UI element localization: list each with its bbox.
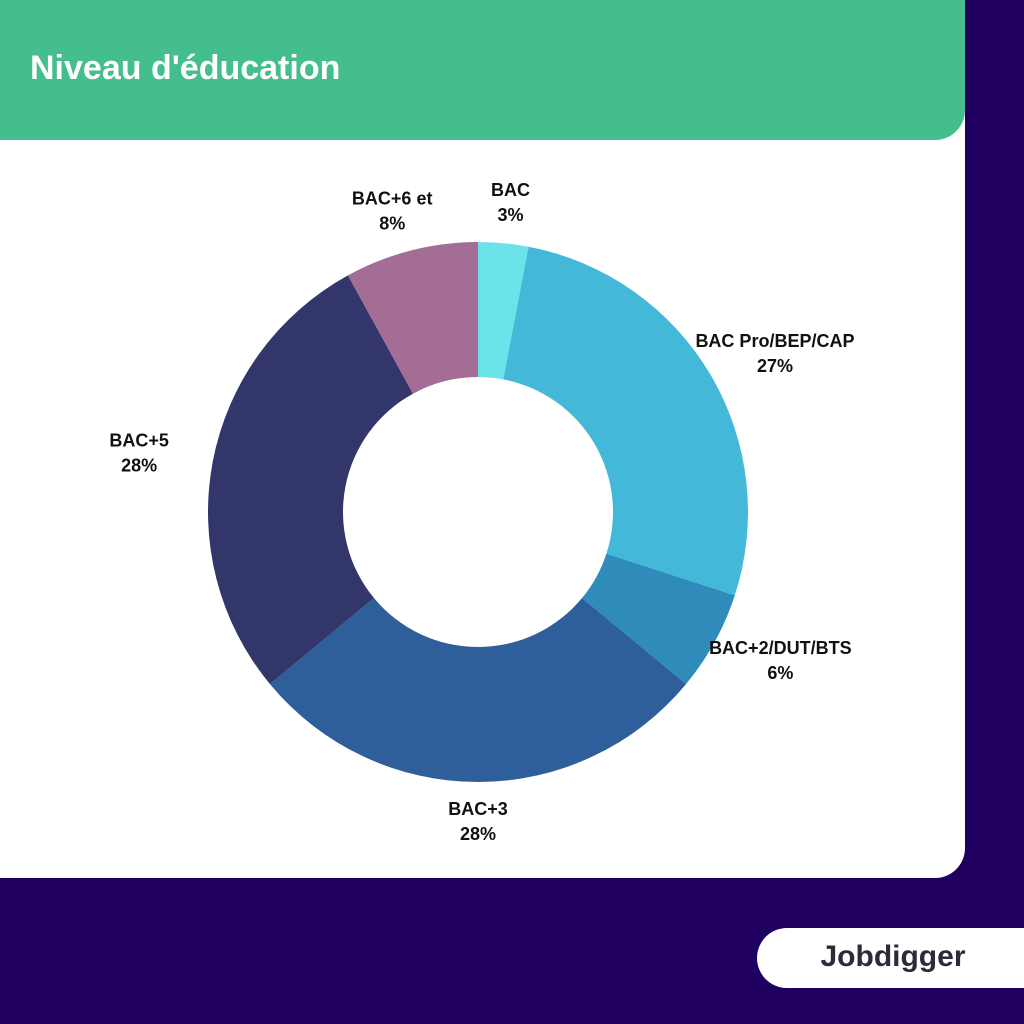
slice-label: BAC Pro/BEP/CAP <box>695 331 854 351</box>
value-label: 28% <box>121 456 157 476</box>
header <box>0 0 965 140</box>
slice <box>582 553 735 685</box>
card <box>0 0 965 878</box>
slice <box>269 598 687 782</box>
logo: Jobdigger <box>820 940 965 973</box>
logo-badge <box>757 928 1024 988</box>
value-label: 28% <box>460 824 496 844</box>
value-label: 27% <box>757 356 793 376</box>
slice-label: BAC+5 <box>109 431 169 451</box>
chart-title: Niveau d'éducation <box>30 49 340 87</box>
slice-label: BAC+3 <box>448 799 508 819</box>
slice <box>347 242 478 394</box>
slice-label: BAC+2/DUT/BTS <box>709 638 852 658</box>
slice <box>478 242 529 380</box>
value-label: 6% <box>767 663 793 683</box>
slice-label: BAC <box>491 180 530 200</box>
slice-label: BAC+6 et <box>352 188 433 208</box>
value-label: 3% <box>497 205 523 225</box>
slice <box>208 275 413 685</box>
value-label: 8% <box>379 213 405 233</box>
slice <box>503 246 748 596</box>
